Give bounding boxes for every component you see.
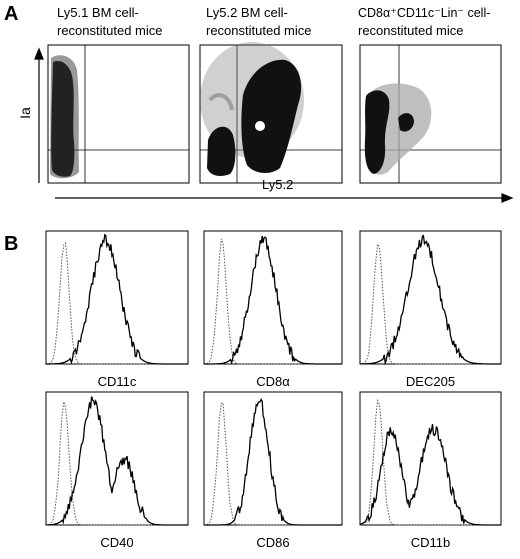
dot-plot-1-events [50, 55, 79, 179]
histogram-5-control-curve [203, 401, 342, 526]
histogram-1-control-curve [45, 241, 188, 365]
histogram-4-stained-curve [46, 396, 188, 526]
histogram-1: CD11c [45, 230, 189, 389]
plot-2-title-line-1: Ly5.2 BM cell- [206, 5, 288, 20]
plot-1-title-line-1: Ly5.1 BM cell- [57, 5, 139, 20]
histogram-2-stained-curve [204, 235, 342, 365]
dot-plot-2 [199, 42, 343, 184]
dot-plot-3-events [364, 83, 432, 175]
histogram-3: DEC205 [359, 230, 502, 389]
histogram-2: CD8α [203, 230, 343, 389]
plot-3-title-line-1: CD8α⁺CD11c⁻Lin⁻ cell- [358, 6, 490, 20]
histogram-4-control-curve [45, 401, 188, 526]
panel-b-label: B [4, 233, 18, 255]
histogram-5-stained-curve [204, 398, 342, 526]
y-axis-label: Ia [17, 107, 33, 119]
histogram-2-marker-label: CD8α [256, 374, 290, 389]
histogram-6-stained-curve [359, 423, 501, 526]
dot-plot-3 [359, 44, 502, 184]
x-axis-label: Ly5.2 [262, 177, 293, 192]
histogram-1-stained-curve [46, 233, 188, 365]
histogram-grid: CD11c CD8α DEC205 CD40 CD86 CD11b [45, 230, 502, 550]
x-axis-arrow [55, 193, 514, 203]
histogram-4: CD40 [45, 391, 189, 550]
plot-2-title-line-2: reconstituted mice [206, 23, 312, 38]
histogram-6: CD11b [359, 391, 502, 550]
histogram-4-marker-label: CD40 [100, 535, 133, 550]
histogram-3-control-curve [359, 243, 501, 365]
histogram-6-marker-label: CD11b [411, 535, 451, 550]
histogram-5: CD86 [203, 391, 343, 550]
plot-3-title-line-2: reconstituted mice [358, 23, 464, 38]
dot-plot-1 [47, 44, 190, 184]
histogram-1-marker-label: CD11c [98, 374, 137, 389]
y-axis-arrow [34, 47, 44, 183]
dot-plot-2-events [200, 42, 304, 176]
panel-a-label: A [4, 3, 18, 25]
histogram-5-marker-label: CD86 [256, 535, 289, 550]
histogram-3-stained-curve [359, 234, 501, 366]
plot-1-title-line-2: reconstituted mice [57, 23, 163, 38]
histogram-3-marker-label: DEC205 [406, 374, 455, 389]
histogram-2-control-curve [203, 238, 342, 365]
histogram-6-control-curve [359, 398, 501, 526]
